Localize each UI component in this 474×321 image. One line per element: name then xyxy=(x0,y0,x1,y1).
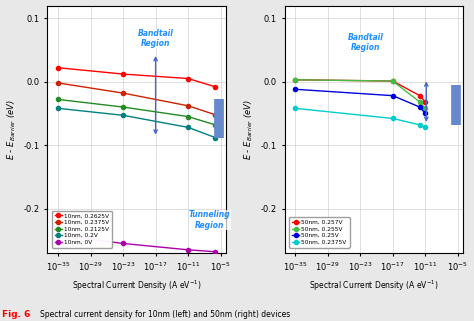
10nm, 0V xyxy=(185,248,191,252)
10nm, 0V xyxy=(55,233,61,237)
Line: 10nm, 0.2125V: 10nm, 0.2125V xyxy=(56,97,217,127)
Text: Bandtail
Region: Bandtail Region xyxy=(137,29,173,48)
Line: 50nm, 0.25V: 50nm, 0.25V xyxy=(293,87,427,116)
50nm, 0.255V xyxy=(390,79,396,83)
50nm, 0.25V xyxy=(292,87,298,91)
X-axis label: Spectral Current Density (A eV$^{-1}$): Spectral Current Density (A eV$^{-1}$) xyxy=(309,279,438,293)
50nm, 0.25V xyxy=(417,105,423,109)
10nm, 0.2V xyxy=(120,113,126,117)
10nm, 0.2V xyxy=(185,126,191,129)
Legend: 10nm, 0.2625V, 10nm, 0.2375V, 10nm, 0.2125V, 10nm, 0.2V, 10nm, 0V: 10nm, 0.2625V, 10nm, 0.2375V, 10nm, 0.21… xyxy=(52,211,112,247)
50nm, 0.25V xyxy=(390,94,396,98)
10nm, 0.2V xyxy=(212,135,218,139)
Line: 10nm, 0V: 10nm, 0V xyxy=(56,233,217,254)
Line: 10nm, 0.2V: 10nm, 0.2V xyxy=(56,106,217,140)
10nm, 0.2V xyxy=(55,106,61,110)
Line: 50nm, 0.2375V: 50nm, 0.2375V xyxy=(293,106,427,129)
50nm, 0.2375V xyxy=(422,126,428,129)
10nm, 0.2625V xyxy=(212,85,218,89)
10nm, 0.2375V xyxy=(212,113,218,117)
50nm, 0.255V xyxy=(417,100,423,104)
10nm, 0.2125V xyxy=(185,115,191,118)
50nm, 0.257V xyxy=(292,78,298,82)
Line: 50nm, 0.255V: 50nm, 0.255V xyxy=(293,78,427,110)
10nm, 0V xyxy=(120,241,126,245)
Line: 10nm, 0.2625V: 10nm, 0.2625V xyxy=(56,66,217,89)
10nm, 0V xyxy=(212,250,218,254)
Line: 50nm, 0.257V: 50nm, 0.257V xyxy=(293,78,427,104)
Text: Tunneling
Region: Tunneling Region xyxy=(189,210,230,230)
50nm, 0.25V xyxy=(422,111,428,115)
10nm, 0.2125V xyxy=(55,98,61,101)
X-axis label: Spectral Current Density (A eV$^{-1}$): Spectral Current Density (A eV$^{-1}$) xyxy=(72,279,201,293)
50nm, 0.257V xyxy=(390,79,396,83)
10nm, 0.2625V xyxy=(185,77,191,81)
10nm, 0.2625V xyxy=(120,72,126,76)
50nm, 0.2375V xyxy=(417,123,423,127)
10nm, 0.2375V xyxy=(120,91,126,95)
Text: Fig. 6: Fig. 6 xyxy=(2,310,31,319)
50nm, 0.2375V xyxy=(390,117,396,120)
Y-axis label: E - E$_{Barrier}$ (eV): E - E$_{Barrier}$ (eV) xyxy=(243,99,255,160)
50nm, 0.255V xyxy=(422,106,428,110)
10nm, 0.2625V xyxy=(55,66,61,70)
10nm, 0.2375V xyxy=(185,104,191,108)
50nm, 0.2375V xyxy=(292,106,298,110)
10nm, 0.2375V xyxy=(55,81,61,85)
10nm, 0.2125V xyxy=(212,123,218,127)
10nm, 0.2125V xyxy=(120,105,126,109)
50nm, 0.255V xyxy=(292,78,298,82)
Text: Bandtail
Region: Bandtail Region xyxy=(348,33,383,52)
50nm, 0.257V xyxy=(422,100,428,104)
Text: Spectral current density for 10nm (left) and 50nm (right) devices: Spectral current density for 10nm (left)… xyxy=(40,310,291,319)
Legend: 50nm, 0.257V, 50nm, 0.255V, 50nm, 0.25V, 50nm, 0.2375V: 50nm, 0.257V, 50nm, 0.255V, 50nm, 0.25V,… xyxy=(289,217,350,247)
Line: 10nm, 0.2375V: 10nm, 0.2375V xyxy=(56,81,217,117)
50nm, 0.257V xyxy=(417,94,423,98)
Y-axis label: E - E$_{Barrier}$ (eV): E - E$_{Barrier}$ (eV) xyxy=(6,99,18,160)
